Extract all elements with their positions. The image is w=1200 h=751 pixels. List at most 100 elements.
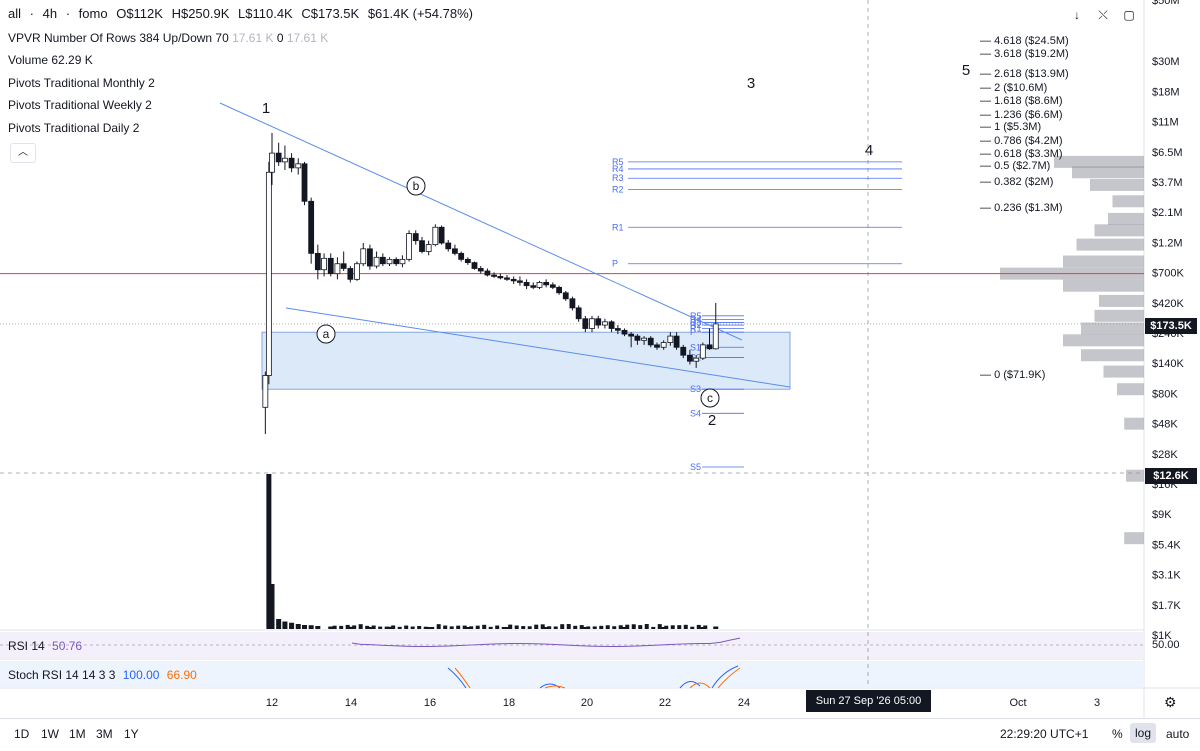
indicator-legend-pivots-monthly[interactable]: Pivots Traditional Monthly 2 <box>8 76 155 90</box>
volume-bar <box>385 627 389 629</box>
candle-body <box>322 258 327 269</box>
ohlc-close: C$173.5K <box>301 6 359 21</box>
candle-body <box>517 281 522 283</box>
range-1y-button[interactable]: 1Y <box>124 727 139 741</box>
candle-body <box>492 275 497 276</box>
percent-scale-button[interactable]: % <box>1112 727 1123 741</box>
auto-scale-button[interactable]: auto <box>1166 727 1189 741</box>
x-axis-tick: Oct <box>1009 697 1026 709</box>
volume-bar <box>599 626 603 629</box>
rsi-name: RSI 14 <box>8 639 45 653</box>
fib-label: — 3.618 ($19.2M) <box>980 48 1069 60</box>
indicator-value: 17.61 K <box>232 31 273 45</box>
candle-body <box>537 282 542 287</box>
volume-bar <box>359 624 363 629</box>
stoch-name: Stoch RSI 14 14 3 3 <box>8 668 115 682</box>
collapse-legend-button[interactable]: ︿ <box>10 143 36 163</box>
price-axis-label: $50M <box>1152 0 1180 7</box>
candle-body <box>266 172 271 375</box>
indicator-value: 62.29 K <box>51 53 92 67</box>
price-axis-label: $2.1M <box>1152 207 1183 219</box>
volume-bar <box>573 626 577 629</box>
vpvr-bar <box>1081 349 1144 361</box>
rsi-legend[interactable]: RSI 14 50.76 <box>8 639 82 653</box>
fullscreen-icon[interactable]: ▢ <box>1120 6 1138 24</box>
daily-pivot-label: S5 <box>690 462 701 472</box>
symbol-name[interactable]: all <box>8 6 21 21</box>
candle-body <box>446 243 451 249</box>
price-axis-label: $11M <box>1152 117 1179 129</box>
candle-body <box>661 343 666 348</box>
price-axis-label: $1.7K <box>1152 600 1181 612</box>
stoch-rsi-legend[interactable]: Stoch RSI 14 14 3 3 100.00 66.90 <box>8 668 197 682</box>
collapse-icon[interactable]: ⤬ <box>1094 6 1112 24</box>
settings-gear-icon[interactable]: ⚙ <box>1164 694 1177 711</box>
vpvr-bar <box>1113 195 1145 207</box>
indicator-legend-pivots-weekly[interactable]: Pivots Traditional Weekly 2 <box>8 98 152 112</box>
volume-bar <box>554 626 558 629</box>
vpvr-bar <box>1063 256 1144 268</box>
volume-bar <box>302 625 307 629</box>
price-axis-label: $3.7M <box>1152 177 1183 189</box>
range-3m-button[interactable]: 3M <box>96 727 113 741</box>
candle-body <box>263 375 268 407</box>
candle-body <box>531 286 536 288</box>
candle-body <box>328 258 333 273</box>
indicator-value: 17.61 K <box>287 31 328 45</box>
interval-label[interactable]: 4h <box>43 6 57 21</box>
vpvr-bar <box>1077 239 1145 251</box>
candle-body <box>354 264 359 280</box>
candle-body <box>387 259 392 263</box>
price-axis-label: $18M <box>1152 86 1180 98</box>
dot-separator: · <box>30 6 34 21</box>
volume-bar <box>289 623 294 629</box>
candle-body <box>642 338 647 340</box>
clock-time[interactable]: 22:29:20 UTC+1 <box>1000 727 1088 741</box>
candle-body <box>335 264 340 274</box>
x-axis-tick: 3 <box>1094 697 1100 709</box>
arrow-down-icon[interactable]: ↓ <box>1068 6 1086 24</box>
candle-body <box>615 329 620 331</box>
volume-bar <box>456 626 460 629</box>
log-scale-button[interactable]: log <box>1130 723 1156 743</box>
volume-bar <box>586 626 590 629</box>
candle-body <box>609 322 614 329</box>
fib-label: — 0.236 ($1.3M) <box>980 202 1063 214</box>
daily-pivot-label: P <box>690 327 696 337</box>
candle-body <box>602 322 607 325</box>
price-axis-label: $30M <box>1152 56 1180 68</box>
candle-body <box>374 257 379 266</box>
vpvr-bar <box>1108 213 1144 225</box>
range-1w-button[interactable]: 1W <box>41 727 59 741</box>
range-1m-button[interactable]: 1M <box>69 727 86 741</box>
volume-bar <box>593 626 597 629</box>
candle-body <box>426 245 431 252</box>
chevron-up-icon: ︿ <box>18 147 28 158</box>
crosshair-time-label: Sun 27 Sep '26 05:00 <box>806 690 931 712</box>
candle-body <box>465 259 470 262</box>
candle-body <box>296 164 301 168</box>
volume-bar <box>365 626 369 629</box>
volume-bar <box>352 625 356 629</box>
candle-body <box>655 345 660 347</box>
candle-body <box>302 164 307 201</box>
indicator-legend-volume[interactable]: Volume 62.29 K <box>8 53 93 67</box>
vpvr-bar <box>1063 280 1144 292</box>
indicator-legend-pivots-daily[interactable]: Pivots Traditional Daily 2 <box>8 121 139 135</box>
volume-bar <box>502 627 506 629</box>
price-axis-label: $6.5M <box>1152 147 1183 159</box>
volume-bar <box>391 625 395 629</box>
indicator-legend-vpvr[interactable]: VPVR Number Of Rows 384 Up/Down 70 17.61… <box>8 31 328 45</box>
price-axis-label: $28K <box>1152 449 1178 461</box>
daily-pivot-label: S4 <box>690 408 701 418</box>
volume-bar <box>528 626 532 629</box>
range-1d-button[interactable]: 1D <box>14 727 29 741</box>
volume-bar <box>315 626 320 629</box>
volume-bar <box>567 624 571 629</box>
candle-body <box>315 253 320 269</box>
x-axis-tick: 18 <box>503 697 515 709</box>
candle-body <box>289 158 294 168</box>
indicator-name: Volume <box>8 53 48 67</box>
fib-label: — 2.618 ($13.9M) <box>980 68 1069 80</box>
wave-label-3: 3 <box>747 75 755 92</box>
